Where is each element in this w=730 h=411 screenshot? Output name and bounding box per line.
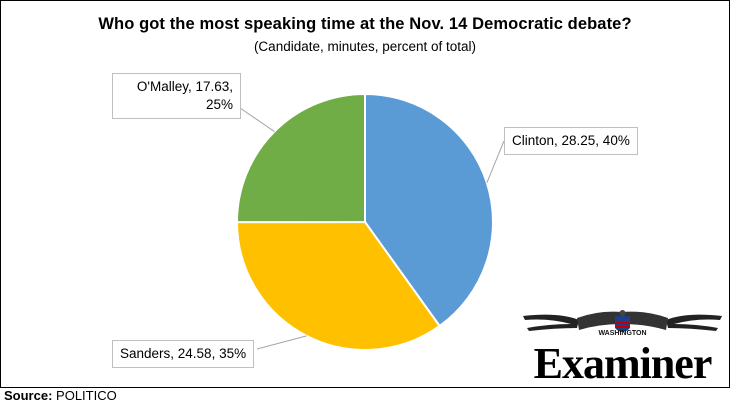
source-text: POLITICO — [56, 388, 117, 403]
data-label-sanders: Sanders, 24.58, 35% — [112, 340, 255, 368]
data-label-omalley: O'Malley, 17.63, 25% — [112, 73, 241, 119]
data-label-omalley-line1: O'Malley, 17.63, — [136, 79, 233, 94]
chart-area: Who got the most speaking time at the No… — [0, 0, 730, 388]
svg-text:Examiner: Examiner — [534, 339, 712, 384]
pie-slice-clinton — [364, 92, 494, 328]
pie-slice-omalley — [235, 92, 366, 224]
leader-line-sanders — [256, 335, 307, 350]
washington-examiner-logo: WASHINGTON Examiner — [523, 310, 722, 384]
data-label-clinton: Clinton, 28.25, 40% — [504, 127, 638, 155]
svg-text:WASHINGTON: WASHINGTON — [598, 330, 646, 337]
data-label-omalley-line2: 25% — [205, 97, 233, 112]
source-prefix: Source: — [4, 388, 53, 403]
chart-subtitle: (Candidate, minutes, percent of total) — [253, 39, 477, 54]
source-note: Source: POLITICO — [4, 388, 117, 403]
chart-title: Who got the most speaking time at the No… — [98, 15, 632, 33]
leader-line-clinton — [486, 140, 505, 183]
